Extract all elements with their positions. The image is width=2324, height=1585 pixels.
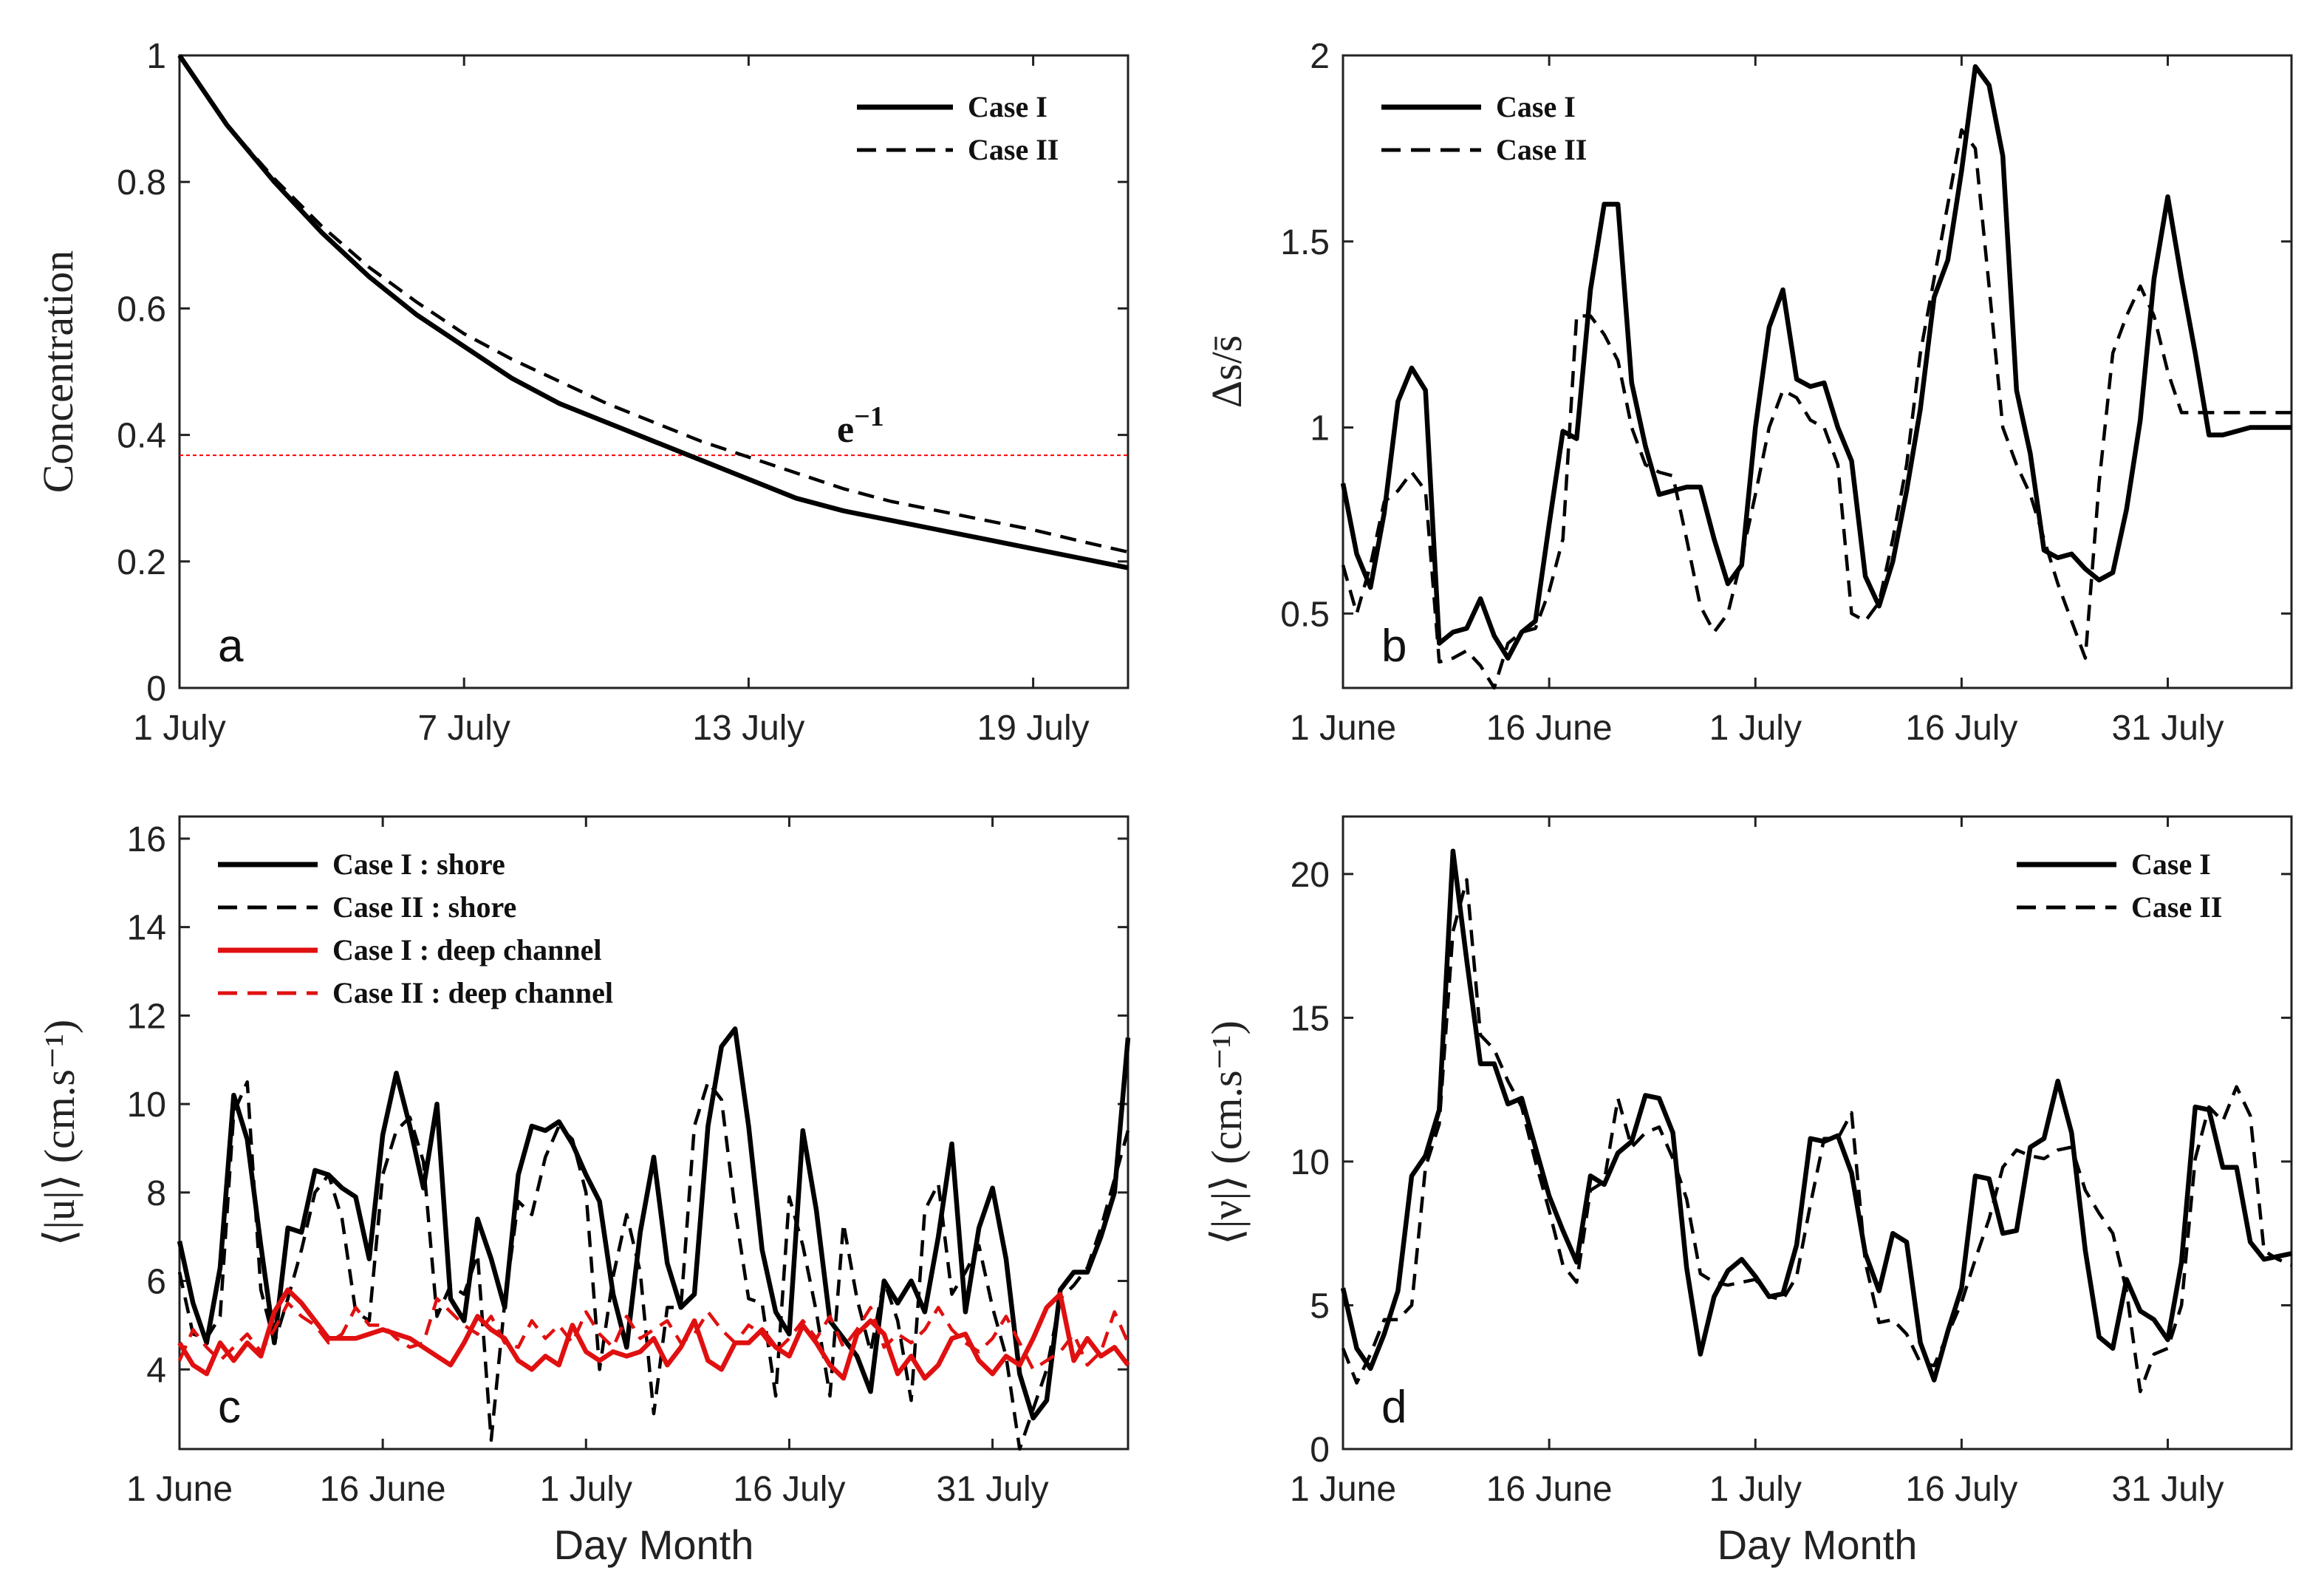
panel-c-u-velocity: 1 June 16 June 1 July 16 July 31 July 4 6 8 10 12… [35,815,1131,1568]
x-tick-label: 16 June [1486,1470,1613,1509]
x-tick-label: 31 July [2111,1470,2224,1509]
legend: Case I : shore Case II : shore Case I : … [218,848,613,1009]
ticks-layer: 1 June 16 June 1 July 16 July 31 July 4 6 8 10 12… [126,817,1128,1509]
y-tick-label: 1.5 [1280,223,1330,262]
legend: Case I Case II [857,90,1059,166]
legend-label-case-i: Case I [968,90,1047,123]
y-tick-label: 14 [127,909,166,948]
x-tick-label: 7 July [418,709,510,748]
x-tick-label: 16 June [320,1470,446,1509]
y-tick-label: 1 [146,37,166,76]
series-layer [1340,848,2292,1394]
x-tick-label: 1 July [133,709,225,748]
panel-b-salinity: 1 June 16 June 1 July 16 July 31 July 0.5 1 1.5… [1203,37,2293,748]
panel-a-concentration: 1 July 7 July 13 July 19 July00.20.40.60.81… [34,37,1129,748]
series-line-case-ii-deep-channel [177,1297,1130,1371]
ticks-layer: 1 June 16 June 1 July 16 July 31 July 0.5 1 1.5… [1280,37,2291,748]
series-layer [177,54,1129,570]
y-tick-label: 0.8 [117,163,166,202]
x-tick-label: 16 June [1486,709,1613,748]
series-line-case-i [177,54,1129,570]
y-tick-label: 0.5 [1280,595,1330,634]
x-tick-label: 19 July [977,709,1090,748]
series-line-case-ii [1341,128,2291,690]
legend-label-case-ii: Case II [968,133,1059,166]
y-tick-label: 15 [1291,999,1330,1038]
y-tick-label: 0.2 [117,543,166,582]
plot-frame [1342,815,2293,1451]
x-tick-label: 16 July [733,1470,845,1509]
y-tick-label: 0.6 [117,290,166,329]
x-tick-label: 16 July [1905,1470,2017,1509]
x-tick-label: 1 June [126,1470,233,1509]
reference-layer: e−1 [180,401,1128,457]
series-line-case-i-shore [177,1026,1131,1421]
reference-label: e−1 [837,401,884,451]
y-tick-label: 4 [146,1351,166,1390]
y-axis-title: ⟨|u|⟩ (cm.s⁻¹) [35,1020,83,1247]
x-tick-label: 1 July [1709,1470,1802,1509]
y-tick-label: 16 [127,820,166,859]
series-line-case-ii [1341,878,2292,1394]
series-line-case-i-deep-channel [177,1287,1130,1381]
plot-frame [178,54,1129,689]
legend-label-shore-case-ii: Case II : shore [332,890,516,924]
y-axis-title: Δs/s̄ [1203,335,1251,409]
y-axis-title: Concentration [34,250,82,494]
y-tick-label: 8 [146,1174,166,1213]
series-line-case-ii-shore [177,1080,1130,1451]
legend-label-shore-case-i: Case I : shore [332,848,505,881]
y-tick-label: 0.4 [117,417,166,456]
plot-frame [178,815,1129,1451]
x-tick-label: 1 July [540,1470,632,1509]
series-line-case-i [1340,64,2291,661]
y-tick-label: 10 [1291,1143,1330,1182]
y-tick-label: 1 [1310,409,1330,449]
legend-label-case-i: Case I [1496,90,1576,123]
series-layer [177,1026,1131,1451]
legend: Case I Case II [2017,848,2222,924]
legend-label-case-i: Case I [2131,848,2211,881]
legend: Case I Case II [1381,90,1587,166]
x-tick-label: 13 July [692,709,804,748]
ticks-layer: 1 June 16 June 1 July 16 July 31 July 0 5 10 15 2… [1290,817,2291,1509]
x-axis-title: Day Month [554,1521,754,1568]
y-tick-label: 10 [127,1085,166,1125]
x-axis-title: Day Month [1718,1521,1918,1568]
y-tick-label: 0 [1310,1431,1330,1470]
x-tick-label: 1 June [1290,709,1396,748]
panel-label: c [218,1382,241,1433]
legend-label-deep-case-ii: Case II : deep channel [332,976,613,1009]
x-tick-label: 16 July [1905,709,2017,748]
plot-frame [1342,54,2293,689]
x-tick-label: 31 July [937,1470,1049,1509]
panel-d-v-velocity: 1 June 16 June 1 July 16 July 31 July 0 5 10 15 2… [1203,815,2293,1568]
panel-label: a [218,621,244,672]
panel-label: b [1381,621,1407,672]
x-tick-label: 31 July [2111,709,2224,748]
legend-label-case-ii: Case II [1496,133,1587,166]
y-tick-label: 0 [146,669,166,709]
y-axis-title: ⟨|ν|⟩ (cm.s⁻¹) [1203,1020,1251,1245]
series-line-case-i [1340,848,2292,1383]
legend-label-deep-case-i: Case I : deep channel [332,933,601,967]
y-tick-label: 2 [1310,37,1330,76]
x-tick-label: 1 June [1290,1470,1396,1509]
series-line-case-ii [178,54,1129,554]
legend-label-case-ii: Case II [2131,890,2222,924]
y-tick-label: 5 [1310,1286,1330,1326]
panel-label: d [1381,1382,1407,1433]
series-layer [1340,64,2291,690]
y-tick-label: 6 [146,1263,166,1302]
y-tick-label: 20 [1291,856,1330,895]
y-tick-label: 12 [127,997,166,1036]
ticks-layer: 1 July 7 July 13 July 19 July 0 0.2 0.4 0.6 0.8 1 [117,37,1128,748]
x-tick-label: 1 July [1709,709,1802,748]
